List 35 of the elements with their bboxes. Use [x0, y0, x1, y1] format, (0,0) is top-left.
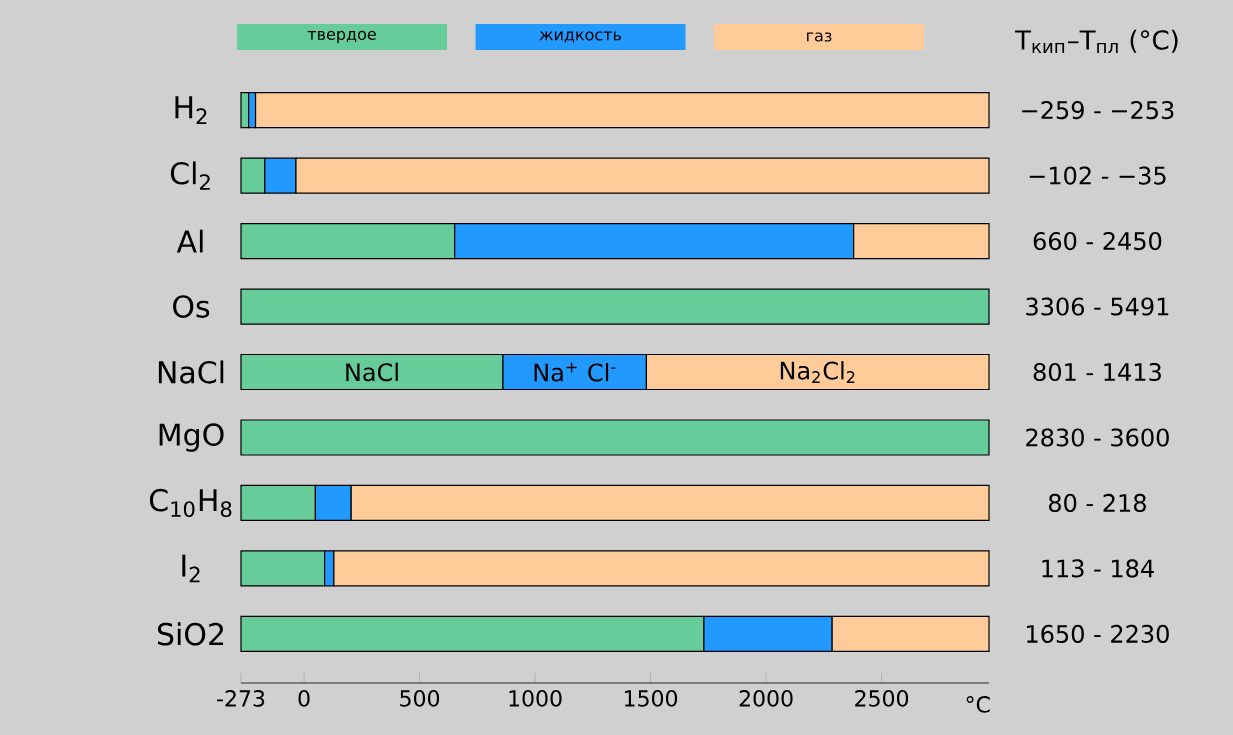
bar	[240, 288, 990, 325]
y-tick-label: SiO2	[157, 622, 224, 646]
text: T$_{кип}$–T$_{пл}$ (°C)	[1015, 29, 1178, 54]
x-tick-label: 2000	[739, 690, 793, 707]
x-axis-title: °C	[966, 696, 990, 713]
x-tick-label: 2500	[855, 690, 909, 707]
y-tick-label: I$_{2}$	[182, 554, 200, 583]
text: жидкость	[539, 31, 621, 43]
x-tick-label: 1500	[625, 690, 678, 707]
data-label: Na$_{2}$Cl$_{2}$	[780, 361, 855, 383]
y-tick-label: MgO	[159, 423, 224, 452]
data-label: Na$^{+}$ Cl$^{-}$	[534, 362, 616, 382]
text: 801 - 1413	[1033, 362, 1161, 382]
text: 80 - 218	[1048, 493, 1146, 513]
text: 3306 - 5491	[1026, 297, 1169, 316]
y-tick-label: NaCl	[158, 360, 224, 384]
y-tick-label: C$_{10}$H$_{8}$	[149, 488, 232, 518]
x-tick-label: 0	[298, 690, 310, 707]
y-tick-label: Al	[176, 229, 203, 253]
y-tick-label: Os	[173, 295, 210, 318]
x-tick-label: 1000	[509, 690, 562, 707]
text: 113 - 184	[1042, 559, 1154, 578]
bar	[240, 419, 990, 456]
data-label: NaCl	[346, 362, 398, 382]
text: твердое	[307, 30, 376, 44]
text: −102 - −35	[1029, 166, 1166, 185]
text: −259 - −253	[1022, 101, 1174, 120]
x-tick-label: -273	[217, 690, 265, 707]
text: газ	[807, 32, 832, 42]
y-tick-label: H$_{2}$	[175, 96, 207, 124]
y-tick-label: Cl$_{2}$	[170, 161, 210, 190]
text: 2830 - 3600	[1026, 428, 1169, 447]
text: 1650 - 2230	[1027, 624, 1169, 643]
text: 660 - 2450	[1033, 231, 1162, 251]
x-tick-label: 500	[400, 690, 440, 707]
